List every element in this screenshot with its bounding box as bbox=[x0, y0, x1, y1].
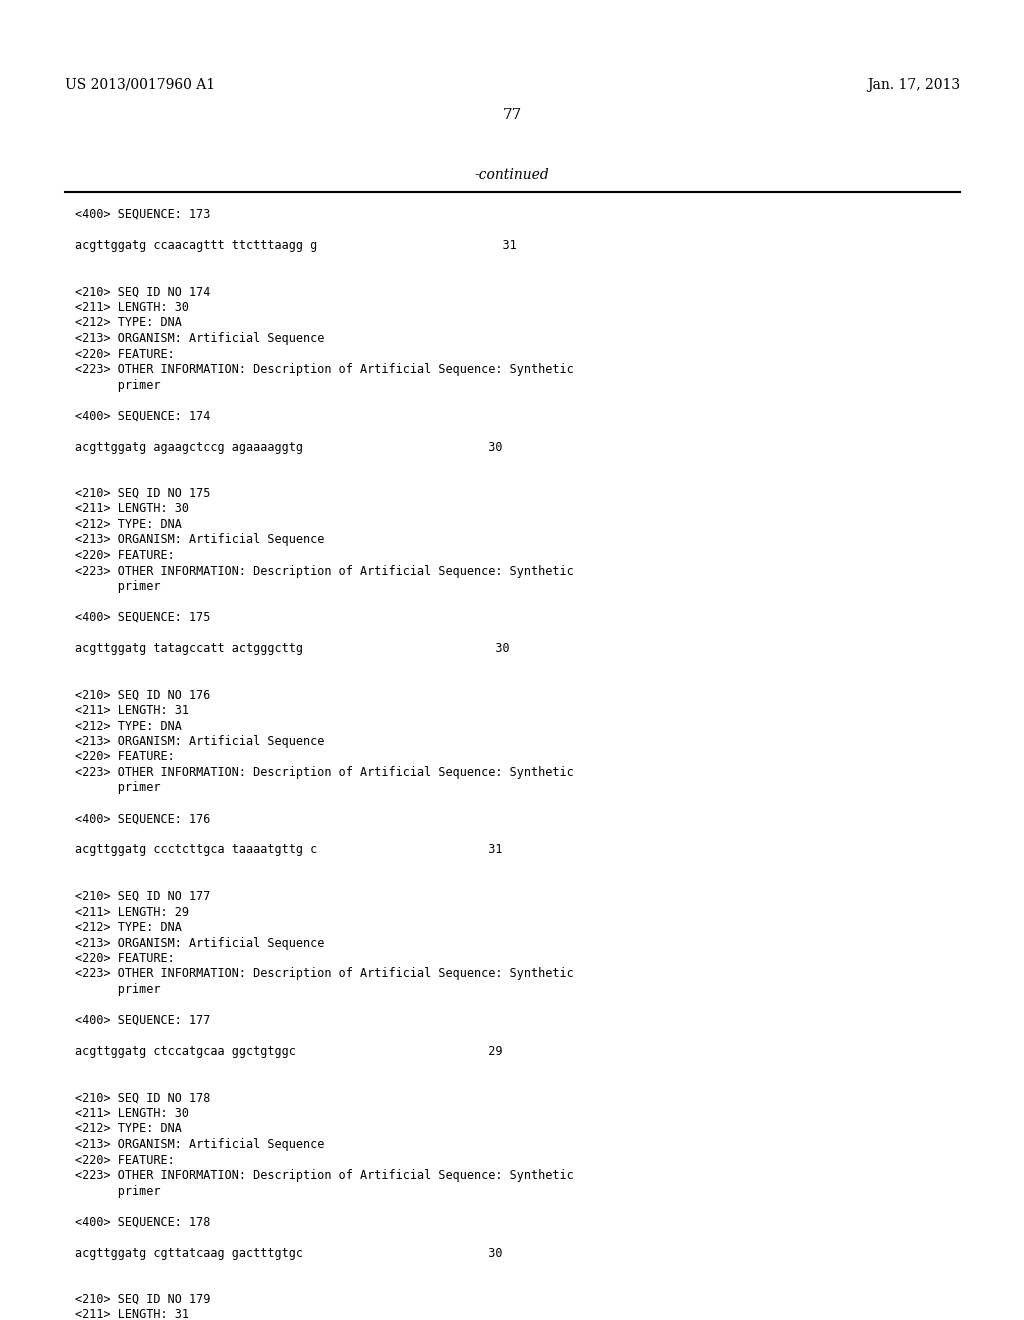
Text: <211> LENGTH: 30: <211> LENGTH: 30 bbox=[75, 301, 189, 314]
Text: -continued: -continued bbox=[475, 168, 549, 182]
Text: <211> LENGTH: 30: <211> LENGTH: 30 bbox=[75, 503, 189, 516]
Text: <213> ORGANISM: Artificial Sequence: <213> ORGANISM: Artificial Sequence bbox=[75, 735, 325, 748]
Text: acgttggatg tatagccatt actgggcttg                           30: acgttggatg tatagccatt actgggcttg 30 bbox=[75, 642, 510, 655]
Text: acgttggatg cgttatcaag gactttgtgc                          30: acgttggatg cgttatcaag gactttgtgc 30 bbox=[75, 1246, 503, 1259]
Text: <400> SEQUENCE: 176: <400> SEQUENCE: 176 bbox=[75, 813, 210, 825]
Text: <220> FEATURE:: <220> FEATURE: bbox=[75, 751, 175, 763]
Text: <213> ORGANISM: Artificial Sequence: <213> ORGANISM: Artificial Sequence bbox=[75, 1138, 325, 1151]
Text: <213> ORGANISM: Artificial Sequence: <213> ORGANISM: Artificial Sequence bbox=[75, 936, 325, 949]
Text: primer: primer bbox=[75, 1184, 161, 1197]
Text: <210> SEQ ID NO 176: <210> SEQ ID NO 176 bbox=[75, 689, 210, 701]
Text: US 2013/0017960 A1: US 2013/0017960 A1 bbox=[65, 78, 215, 92]
Text: <211> LENGTH: 31: <211> LENGTH: 31 bbox=[75, 1308, 189, 1320]
Text: acgttggatg ccaacagttt ttctttaagg g                          31: acgttggatg ccaacagttt ttctttaagg g 31 bbox=[75, 239, 517, 252]
Text: <211> LENGTH: 30: <211> LENGTH: 30 bbox=[75, 1107, 189, 1119]
Text: primer: primer bbox=[75, 379, 161, 392]
Text: <223> OTHER INFORMATION: Description of Artificial Sequence: Synthetic: <223> OTHER INFORMATION: Description of … bbox=[75, 968, 573, 981]
Text: <210> SEQ ID NO 174: <210> SEQ ID NO 174 bbox=[75, 285, 210, 298]
Text: <210> SEQ ID NO 178: <210> SEQ ID NO 178 bbox=[75, 1092, 210, 1105]
Text: <223> OTHER INFORMATION: Description of Artificial Sequence: Synthetic: <223> OTHER INFORMATION: Description of … bbox=[75, 363, 573, 376]
Text: <400> SEQUENCE: 174: <400> SEQUENCE: 174 bbox=[75, 409, 210, 422]
Text: <400> SEQUENCE: 178: <400> SEQUENCE: 178 bbox=[75, 1216, 210, 1229]
Text: <223> OTHER INFORMATION: Description of Artificial Sequence: Synthetic: <223> OTHER INFORMATION: Description of … bbox=[75, 565, 573, 578]
Text: <212> TYPE: DNA: <212> TYPE: DNA bbox=[75, 517, 182, 531]
Text: <211> LENGTH: 29: <211> LENGTH: 29 bbox=[75, 906, 189, 919]
Text: <213> ORGANISM: Artificial Sequence: <213> ORGANISM: Artificial Sequence bbox=[75, 533, 325, 546]
Text: 77: 77 bbox=[503, 108, 521, 121]
Text: <400> SEQUENCE: 173: <400> SEQUENCE: 173 bbox=[75, 209, 210, 220]
Text: <211> LENGTH: 31: <211> LENGTH: 31 bbox=[75, 704, 189, 717]
Text: <223> OTHER INFORMATION: Description of Artificial Sequence: Synthetic: <223> OTHER INFORMATION: Description of … bbox=[75, 766, 573, 779]
Text: <400> SEQUENCE: 177: <400> SEQUENCE: 177 bbox=[75, 1014, 210, 1027]
Text: primer: primer bbox=[75, 781, 161, 795]
Text: <210> SEQ ID NO 177: <210> SEQ ID NO 177 bbox=[75, 890, 210, 903]
Text: <213> ORGANISM: Artificial Sequence: <213> ORGANISM: Artificial Sequence bbox=[75, 333, 325, 345]
Text: <220> FEATURE:: <220> FEATURE: bbox=[75, 1154, 175, 1167]
Text: <220> FEATURE:: <220> FEATURE: bbox=[75, 347, 175, 360]
Text: <212> TYPE: DNA: <212> TYPE: DNA bbox=[75, 921, 182, 935]
Text: <220> FEATURE:: <220> FEATURE: bbox=[75, 549, 175, 562]
Text: <210> SEQ ID NO 175: <210> SEQ ID NO 175 bbox=[75, 487, 210, 500]
Text: <212> TYPE: DNA: <212> TYPE: DNA bbox=[75, 719, 182, 733]
Text: <212> TYPE: DNA: <212> TYPE: DNA bbox=[75, 1122, 182, 1135]
Text: <212> TYPE: DNA: <212> TYPE: DNA bbox=[75, 317, 182, 330]
Text: <223> OTHER INFORMATION: Description of Artificial Sequence: Synthetic: <223> OTHER INFORMATION: Description of … bbox=[75, 1170, 573, 1181]
Text: acgttggatg ctccatgcaa ggctgtggc                           29: acgttggatg ctccatgcaa ggctgtggc 29 bbox=[75, 1045, 503, 1059]
Text: <400> SEQUENCE: 175: <400> SEQUENCE: 175 bbox=[75, 611, 210, 624]
Text: acgttggatg ccctcttgca taaaatgttg c                        31: acgttggatg ccctcttgca taaaatgttg c 31 bbox=[75, 843, 503, 857]
Text: <220> FEATURE:: <220> FEATURE: bbox=[75, 952, 175, 965]
Text: <210> SEQ ID NO 179: <210> SEQ ID NO 179 bbox=[75, 1294, 210, 1305]
Text: primer: primer bbox=[75, 579, 161, 593]
Text: primer: primer bbox=[75, 983, 161, 997]
Text: Jan. 17, 2013: Jan. 17, 2013 bbox=[867, 78, 961, 92]
Text: acgttggatg agaagctccg agaaaaggtg                          30: acgttggatg agaagctccg agaaaaggtg 30 bbox=[75, 441, 503, 454]
